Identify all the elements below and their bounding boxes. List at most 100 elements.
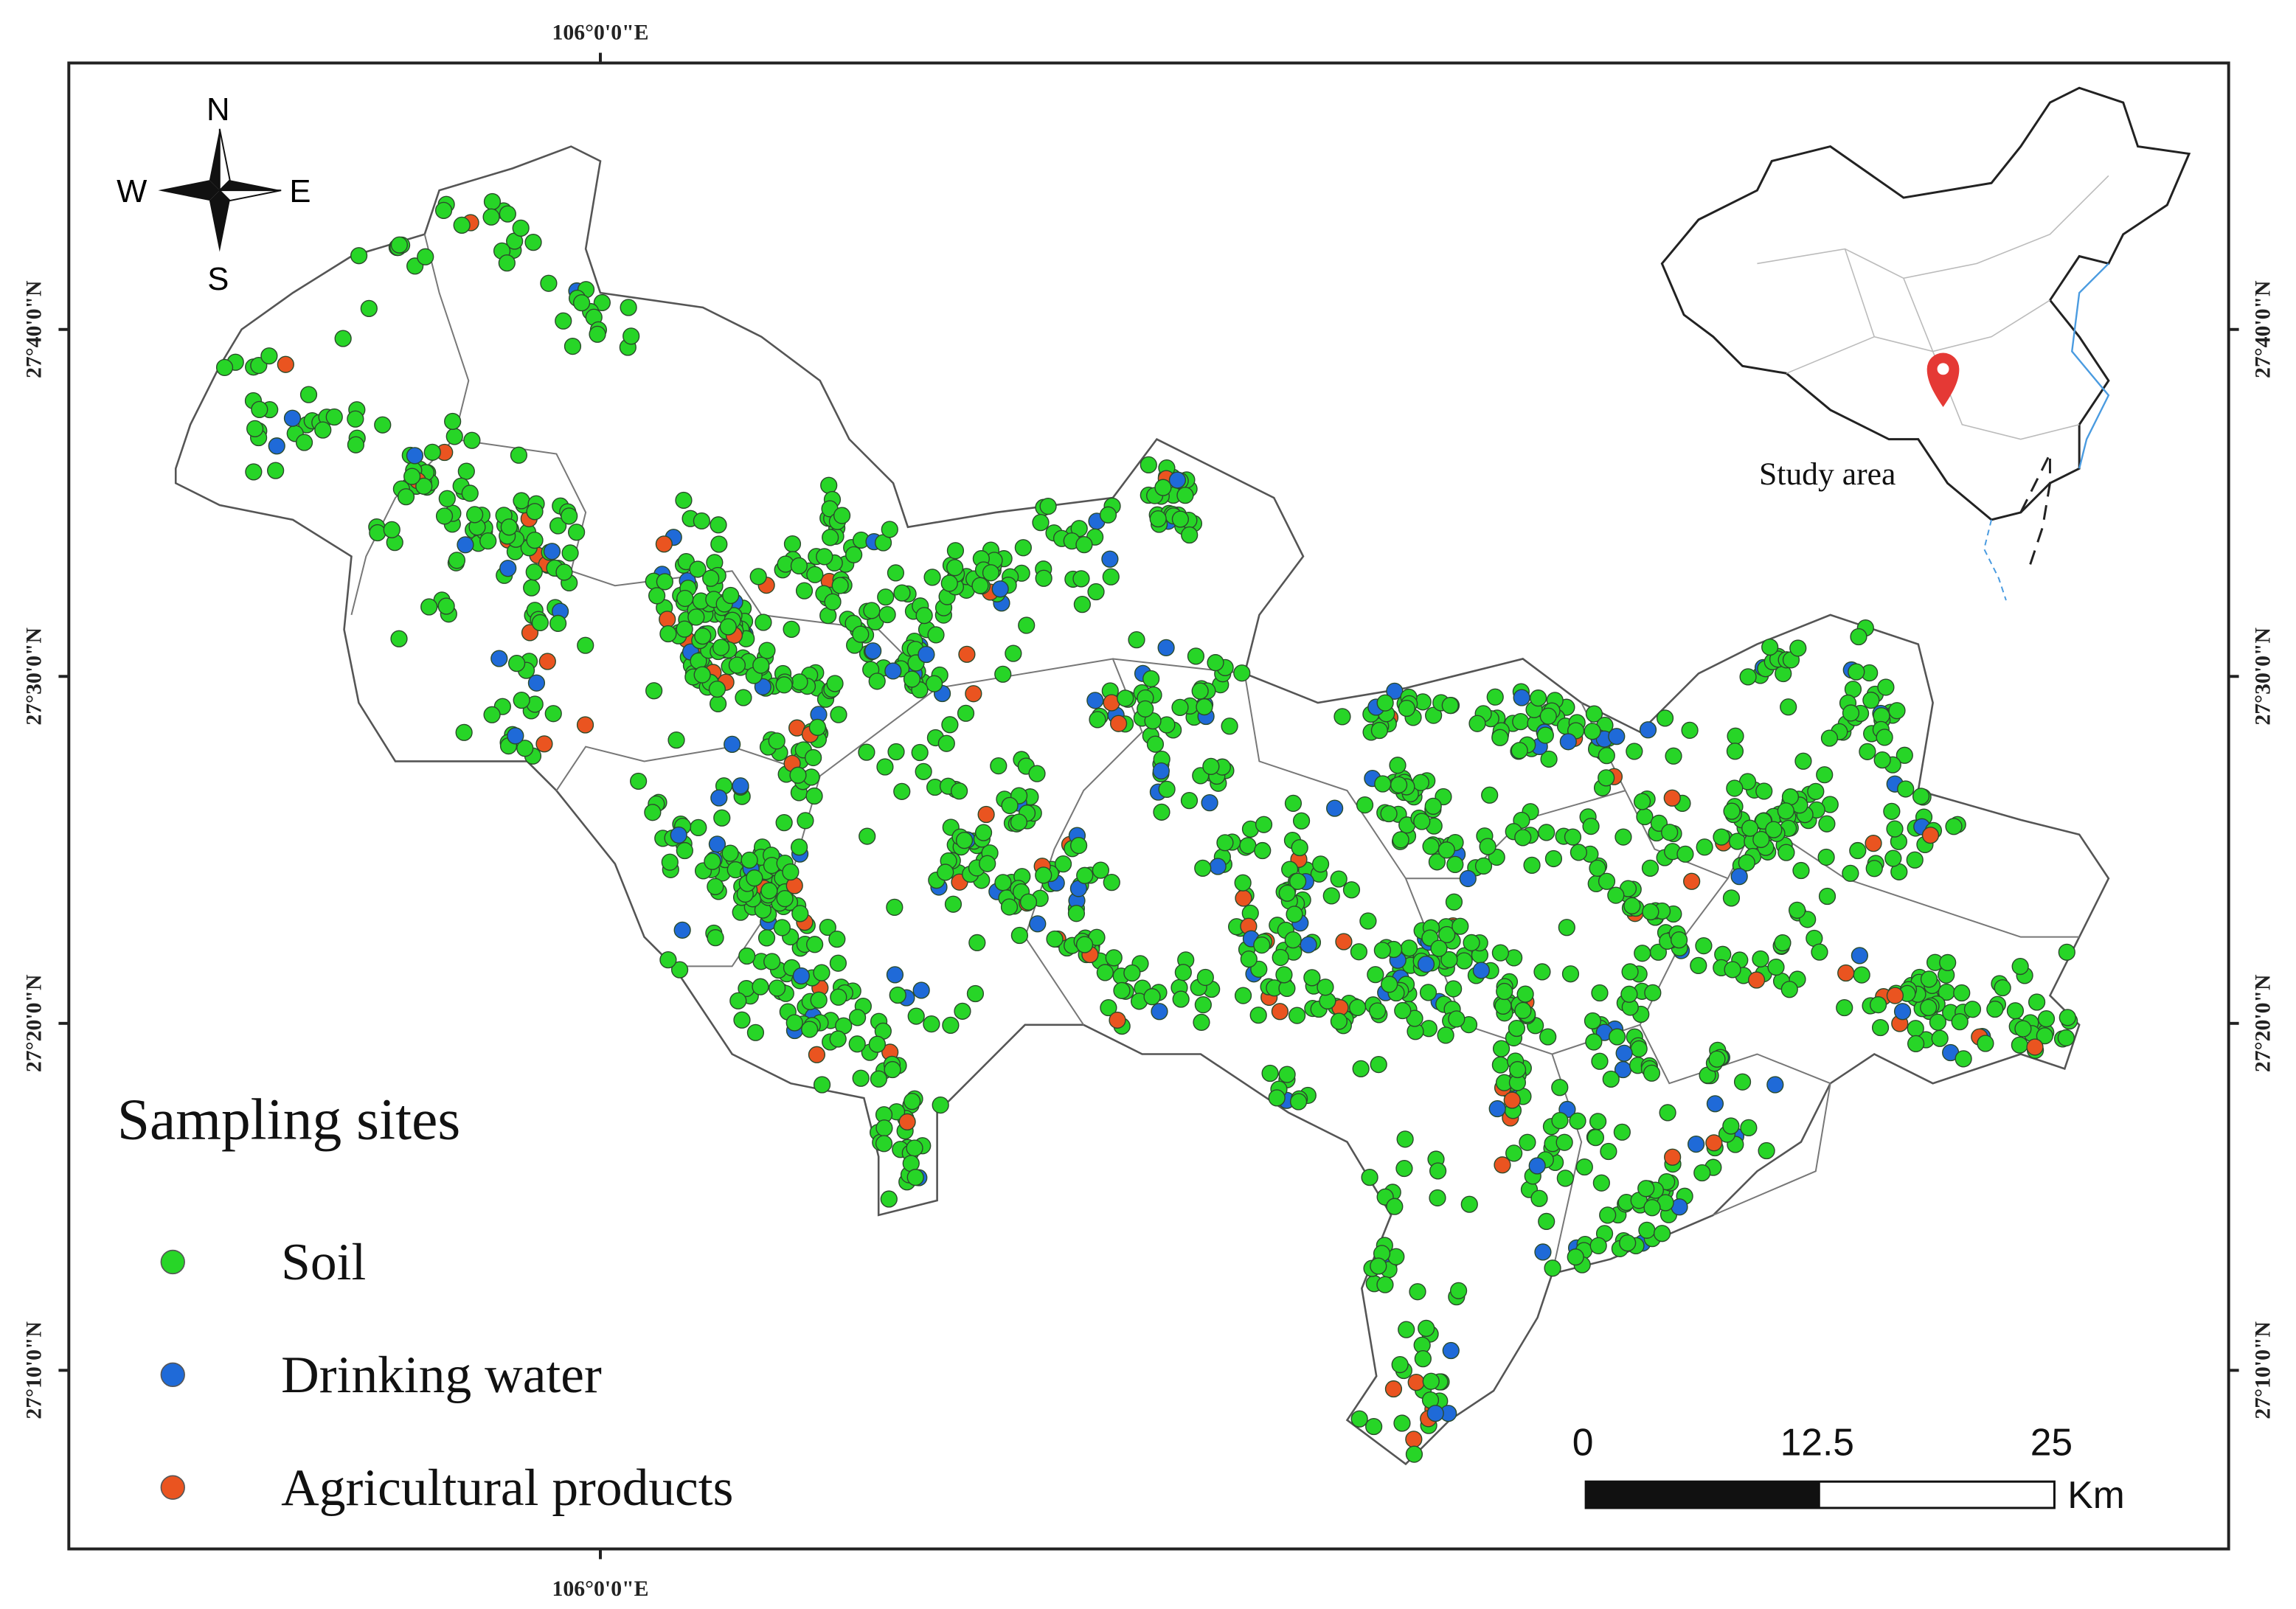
sampling-site <box>1706 1095 1724 1113</box>
sampling-site <box>1018 616 1036 634</box>
sampling-site <box>1708 1050 1726 1068</box>
sampling-site <box>1235 889 1252 907</box>
sampling-site <box>1955 1050 1972 1068</box>
sampling-site <box>1261 1064 1279 1082</box>
sampling-site <box>369 524 386 542</box>
sampling-site <box>1405 1431 1423 1448</box>
sampling-site <box>576 716 594 734</box>
sampling-site <box>1514 829 1532 847</box>
sampling-site <box>656 573 673 591</box>
sampling-site <box>1406 1009 1423 1027</box>
sampling-site <box>1496 982 1513 1001</box>
sampling-site <box>1643 1199 1661 1217</box>
sampling-site <box>2014 1020 2032 1038</box>
sampling-site <box>1767 958 1785 976</box>
sampling-site <box>490 650 508 667</box>
latitude-label: 27°30'0"N <box>22 627 46 725</box>
sampling-site <box>500 518 518 536</box>
sampling-site <box>1395 1159 1413 1178</box>
sampling-site <box>1920 970 1938 988</box>
sampling-site <box>829 1030 847 1048</box>
sampling-site <box>1730 868 1748 886</box>
sampling-site <box>1951 1013 1969 1031</box>
sampling-site <box>1741 819 1759 837</box>
sampling-site <box>1393 1414 1411 1432</box>
sampling-site <box>1512 713 1530 731</box>
sampling-site <box>1350 943 1368 961</box>
sampling-site <box>1384 1380 1403 1398</box>
sampling-site <box>864 642 882 660</box>
sampling-site <box>1370 1257 1387 1275</box>
sampling-site <box>791 905 809 922</box>
sampling-site <box>1196 698 1213 716</box>
sampling-site <box>251 400 268 418</box>
sampling-site <box>1544 849 1563 868</box>
sampling-site <box>733 1011 751 1029</box>
sampling-site <box>406 447 424 465</box>
sampling-site <box>1286 906 1303 923</box>
longitude-label: 106°0'0"E <box>552 1577 649 1601</box>
sampling-site <box>1888 702 1906 720</box>
sampling-site <box>1752 830 1770 849</box>
sampling-site <box>1368 1002 1387 1020</box>
sampling-site <box>1234 874 1252 892</box>
sampling-site <box>1538 824 1555 841</box>
sampling-site <box>1448 1010 1466 1028</box>
sampling-site <box>1600 1142 1617 1161</box>
sampling-site <box>826 675 844 692</box>
sampling-site <box>1405 1445 1423 1463</box>
sampling-site <box>886 966 904 984</box>
sampling-site <box>923 1015 940 1033</box>
sampling-site <box>785 1014 803 1032</box>
sampling-site <box>463 431 481 449</box>
sampling-site <box>1869 995 1887 1014</box>
sampling-site <box>749 568 767 585</box>
sampling-site <box>735 689 752 706</box>
latitude-label: 27°40'0"N <box>2250 280 2275 378</box>
sampling-site <box>1862 692 1880 709</box>
sampling-site <box>676 841 693 860</box>
sampling-site <box>561 507 578 525</box>
sampling-site <box>438 490 456 507</box>
sampling-site <box>829 954 847 972</box>
boundary <box>1112 658 1583 1274</box>
sampling-site <box>1780 981 1798 998</box>
sampling-site <box>858 743 875 761</box>
sampling-site <box>1778 844 1795 861</box>
sampling-site <box>510 446 528 464</box>
sampling-site <box>1726 743 1744 760</box>
province-line <box>1757 175 2109 279</box>
sampling-site <box>1663 789 1681 807</box>
sampling-site <box>1820 729 1839 747</box>
sampling-site <box>1575 1158 1593 1176</box>
sampling-site <box>693 666 711 684</box>
sampling-site <box>881 521 898 538</box>
sampling-site <box>926 675 943 692</box>
sampling-site <box>1544 1259 1561 1277</box>
scale-bar: Km 0 12.5 25 <box>1572 1420 2125 1515</box>
sampling-site <box>563 337 582 355</box>
sampling-site <box>1392 831 1409 849</box>
sampling-site <box>675 491 693 510</box>
sampling-site <box>1755 782 1773 800</box>
sampling-site <box>1883 802 1901 820</box>
sampling-site <box>994 665 1012 683</box>
sampling-site <box>673 921 691 939</box>
sampling-site <box>2058 943 2075 961</box>
sampling-site <box>1180 792 1199 810</box>
sampling-site <box>420 598 438 616</box>
sampling-site <box>1656 709 1674 727</box>
sampling-site <box>1240 951 1258 968</box>
sampling-site <box>1722 889 1741 907</box>
sampling-site <box>944 895 963 913</box>
sampling-site <box>1187 647 1205 665</box>
sampling-site <box>923 569 941 586</box>
sampling-site <box>1376 1276 1394 1293</box>
latitude-label: 27°10'0"N <box>22 1321 46 1419</box>
sampling-site <box>1143 988 1161 1006</box>
sampling-site <box>848 1009 867 1026</box>
sampling-site <box>1333 708 1351 726</box>
sampling-site <box>659 951 677 969</box>
sampling-site <box>434 201 453 219</box>
compass: N S W E <box>117 91 311 297</box>
